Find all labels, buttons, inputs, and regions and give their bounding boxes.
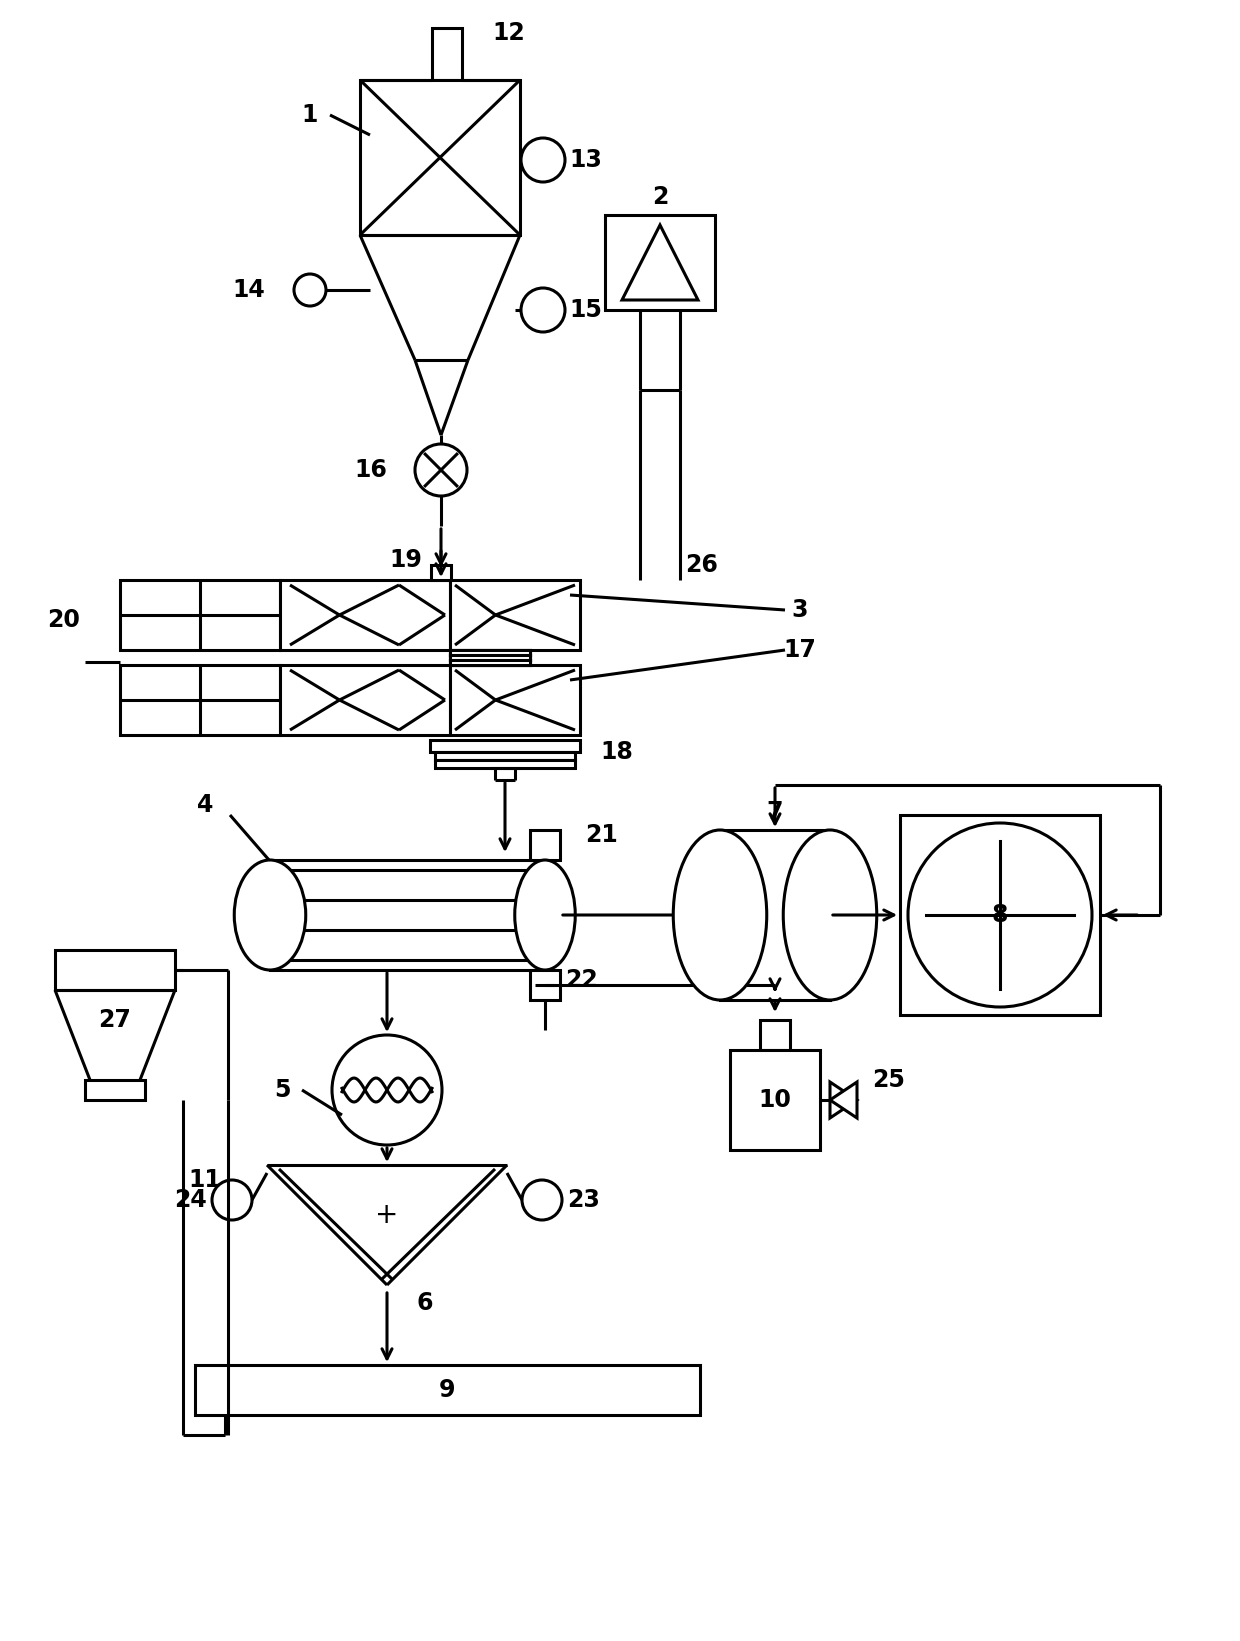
Bar bbox=[120, 579, 280, 650]
Text: 12: 12 bbox=[492, 21, 525, 44]
Bar bbox=[280, 665, 450, 735]
Bar bbox=[435, 760, 575, 768]
Text: 18: 18 bbox=[600, 740, 632, 765]
Bar bbox=[450, 660, 529, 665]
Text: 13: 13 bbox=[569, 148, 601, 172]
Bar bbox=[450, 579, 580, 650]
Circle shape bbox=[212, 1180, 252, 1219]
Bar bbox=[450, 655, 529, 660]
Text: 23: 23 bbox=[567, 1188, 600, 1213]
Text: 22: 22 bbox=[565, 968, 598, 993]
Text: 20: 20 bbox=[47, 609, 81, 632]
Bar bbox=[120, 665, 280, 735]
Polygon shape bbox=[830, 1081, 857, 1118]
Text: 11: 11 bbox=[188, 1168, 222, 1191]
Text: 4: 4 bbox=[197, 793, 213, 817]
Bar bbox=[450, 650, 529, 655]
Circle shape bbox=[521, 289, 565, 331]
Text: 15: 15 bbox=[569, 299, 601, 322]
Bar bbox=[432, 565, 451, 579]
Bar bbox=[450, 660, 529, 665]
Circle shape bbox=[332, 1035, 441, 1145]
Text: 21: 21 bbox=[585, 824, 618, 847]
Text: 24: 24 bbox=[175, 1188, 207, 1213]
Text: +: + bbox=[376, 1201, 399, 1229]
Circle shape bbox=[522, 1180, 562, 1219]
Bar bbox=[435, 752, 575, 760]
Bar bbox=[900, 816, 1100, 1016]
Text: 7: 7 bbox=[766, 801, 784, 824]
Bar bbox=[450, 660, 529, 665]
Text: 2: 2 bbox=[652, 185, 668, 208]
Bar bbox=[55, 950, 175, 990]
Text: 6: 6 bbox=[417, 1291, 434, 1314]
Bar bbox=[529, 830, 560, 860]
Polygon shape bbox=[830, 1081, 857, 1118]
Text: 9: 9 bbox=[439, 1378, 455, 1401]
Bar bbox=[270, 860, 546, 970]
Bar bbox=[760, 1021, 790, 1050]
Circle shape bbox=[521, 138, 565, 182]
Bar bbox=[195, 1365, 701, 1415]
Circle shape bbox=[415, 445, 467, 496]
Circle shape bbox=[294, 274, 326, 305]
Bar bbox=[605, 215, 715, 310]
Text: 25: 25 bbox=[872, 1068, 905, 1091]
Polygon shape bbox=[622, 225, 698, 300]
Text: 1: 1 bbox=[301, 103, 319, 126]
Text: 3: 3 bbox=[792, 597, 808, 622]
Text: 19: 19 bbox=[389, 548, 423, 573]
Text: 10: 10 bbox=[759, 1088, 791, 1113]
Bar bbox=[430, 740, 580, 752]
Text: 26: 26 bbox=[684, 553, 718, 578]
Bar bbox=[86, 1080, 145, 1099]
Bar bbox=[730, 1050, 820, 1150]
Text: 14: 14 bbox=[232, 277, 265, 302]
Ellipse shape bbox=[673, 830, 766, 999]
Text: 27: 27 bbox=[98, 1008, 131, 1032]
Circle shape bbox=[908, 824, 1092, 1008]
Text: 17: 17 bbox=[784, 638, 816, 661]
Bar bbox=[360, 80, 520, 235]
Bar bbox=[450, 665, 580, 735]
Bar bbox=[450, 655, 529, 660]
Bar bbox=[432, 28, 463, 80]
Bar bbox=[450, 655, 529, 660]
Bar bbox=[280, 579, 450, 650]
Bar bbox=[450, 650, 529, 655]
Ellipse shape bbox=[784, 830, 877, 999]
Text: 8: 8 bbox=[992, 903, 1008, 927]
Text: 5: 5 bbox=[274, 1078, 290, 1103]
Text: 16: 16 bbox=[355, 458, 387, 482]
Bar bbox=[720, 830, 830, 999]
Bar bbox=[529, 970, 560, 999]
Ellipse shape bbox=[515, 860, 575, 970]
Ellipse shape bbox=[234, 860, 306, 970]
Bar bbox=[450, 650, 529, 655]
